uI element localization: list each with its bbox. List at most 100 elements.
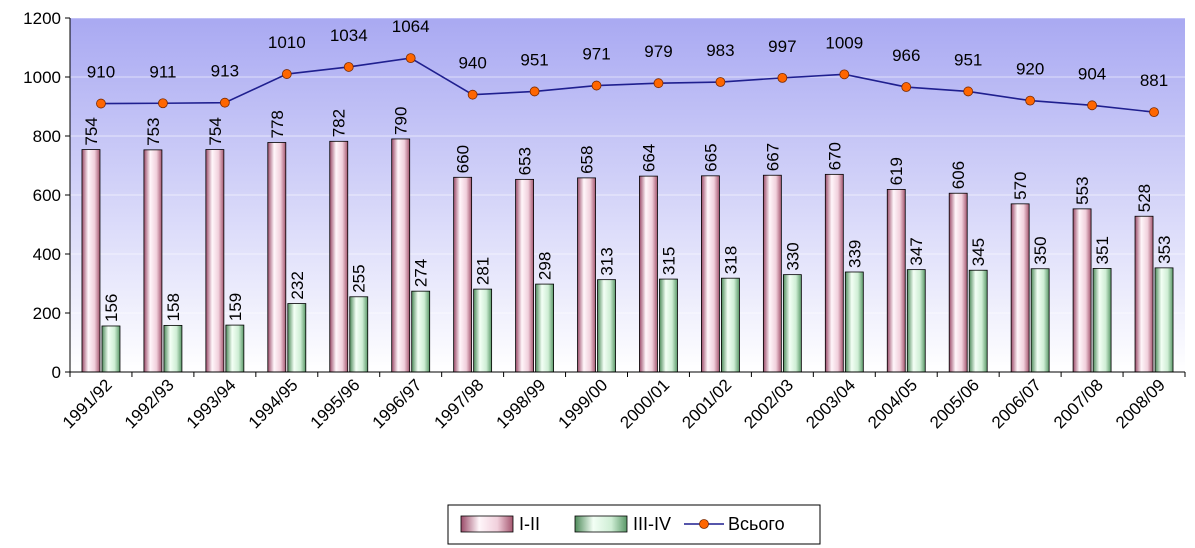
data-label-iii-iv: 353 xyxy=(1155,235,1174,263)
bar-iii-iv xyxy=(536,284,554,372)
x-tick-label: 2004/05 xyxy=(864,375,921,432)
bar-i-ii xyxy=(1011,204,1029,372)
data-label-total: 881 xyxy=(1140,71,1168,90)
y-tick-label: 1200 xyxy=(23,9,61,28)
data-label-iii-iv: 158 xyxy=(164,293,183,321)
x-tick-label: 1997/98 xyxy=(431,375,488,432)
bar-iii-iv xyxy=(969,270,987,372)
data-label-total: 1064 xyxy=(392,17,430,36)
data-label-iii-iv: 347 xyxy=(907,237,926,265)
data-label-i-ii: 553 xyxy=(1073,176,1092,204)
point-total xyxy=(344,62,353,71)
data-label-total: 1010 xyxy=(268,33,306,52)
data-label-total: 1009 xyxy=(825,33,863,52)
bar-iii-iv xyxy=(598,280,616,372)
bar-i-ii xyxy=(1073,209,1091,372)
point-total xyxy=(406,54,415,63)
bar-iii-iv xyxy=(1031,269,1049,372)
data-label-iii-iv: 339 xyxy=(845,240,864,268)
legend-label-total: Всього xyxy=(728,514,785,534)
data-label-iii-iv: 159 xyxy=(226,293,245,321)
data-label-total: 951 xyxy=(520,50,548,69)
data-label-iii-iv: 330 xyxy=(783,242,802,270)
data-label-total: 920 xyxy=(1016,60,1044,79)
x-tick-label: 2006/07 xyxy=(988,375,1045,432)
x-tick-label: 1999/00 xyxy=(554,375,611,432)
data-label-iii-iv: 350 xyxy=(1031,236,1050,264)
data-label-total: 910 xyxy=(87,63,115,82)
x-tick-label: 2007/08 xyxy=(1050,375,1107,432)
bar-i-ii xyxy=(639,176,657,372)
x-tick-label: 2002/03 xyxy=(740,375,797,432)
x-tick-label: 2005/06 xyxy=(926,375,983,432)
x-tick-label: 1994/95 xyxy=(245,375,302,432)
point-total xyxy=(716,78,725,87)
data-label-total: 911 xyxy=(149,62,176,81)
data-label-i-ii: 528 xyxy=(1135,184,1154,212)
bar-i-ii xyxy=(454,177,472,372)
data-label-i-ii: 619 xyxy=(887,157,906,185)
bar-iii-iv xyxy=(783,275,801,372)
point-total xyxy=(592,81,601,90)
bar-iii-iv xyxy=(102,326,120,372)
point-total xyxy=(902,83,911,92)
bar-i-ii xyxy=(949,193,967,372)
point-total xyxy=(778,73,787,82)
point-total xyxy=(530,87,539,96)
data-label-total: 997 xyxy=(768,37,796,56)
bar-i-ii xyxy=(763,175,781,372)
data-label-i-ii: 754 xyxy=(82,117,101,145)
bar-i-ii xyxy=(578,178,596,372)
bar-i-ii xyxy=(887,189,905,372)
point-total xyxy=(96,99,105,108)
bar-iii-iv xyxy=(907,270,925,372)
point-total xyxy=(1088,101,1097,110)
data-label-total: 971 xyxy=(582,45,610,64)
x-tick-label: 1993/94 xyxy=(183,375,240,432)
x-tick-label: 1998/99 xyxy=(493,375,550,432)
point-total xyxy=(654,79,663,88)
bar-i-ii xyxy=(206,150,224,372)
data-label-total: 951 xyxy=(954,50,982,69)
y-axis-ticks: 0 200 400 600 800 1000 1200 xyxy=(23,9,70,382)
data-label-i-ii: 754 xyxy=(206,117,225,145)
bar-i-ii xyxy=(82,150,100,372)
x-tick-label: 2001/02 xyxy=(678,375,735,432)
data-label-i-ii: 778 xyxy=(268,110,287,138)
y-tick-label: 200 xyxy=(33,304,61,323)
bar-iii-iv xyxy=(288,304,306,372)
y-tick-label: 0 xyxy=(52,363,61,382)
data-label-i-ii: 665 xyxy=(701,143,720,171)
data-label-i-ii: 670 xyxy=(825,142,844,170)
x-tick-label: 2003/04 xyxy=(802,375,859,432)
x-axis-ticks: 1991/92 1992/93 1993/94 1994/95 1995/96 1996/… xyxy=(59,372,1185,432)
data-label-total: 983 xyxy=(706,41,734,60)
legend-label-iii-iv: III-IV xyxy=(633,514,671,534)
point-total xyxy=(964,87,973,96)
data-label-iii-iv: 298 xyxy=(536,252,555,280)
x-tick-label: 1992/93 xyxy=(121,375,178,432)
bar-iii-iv xyxy=(659,279,677,372)
bar-iii-iv xyxy=(845,272,863,372)
bar-i-ii xyxy=(701,176,719,372)
bar-iii-iv xyxy=(350,297,368,372)
data-label-iii-iv: 255 xyxy=(350,264,369,292)
bar-i-ii xyxy=(144,150,162,372)
data-label-iii-iv: 318 xyxy=(721,246,740,274)
data-label-i-ii: 753 xyxy=(144,117,163,145)
bar-iii-iv xyxy=(164,325,182,372)
data-label-total: 979 xyxy=(644,42,672,61)
y-tick-label: 400 xyxy=(33,245,61,264)
x-tick-label: 1995/96 xyxy=(307,375,364,432)
x-tick-label: 1991/92 xyxy=(59,375,116,432)
data-label-total: 1034 xyxy=(330,26,368,45)
bar-i-ii xyxy=(268,142,286,372)
data-label-iii-iv: 156 xyxy=(102,294,121,322)
data-label-total: 913 xyxy=(211,62,239,81)
bar-iii-iv xyxy=(721,278,739,372)
bar-iii-iv xyxy=(474,289,492,372)
data-label-i-ii: 782 xyxy=(330,109,349,137)
point-total xyxy=(220,98,229,107)
legend-swatch-i-ii xyxy=(461,516,513,532)
data-label-iii-iv: 315 xyxy=(659,247,678,275)
